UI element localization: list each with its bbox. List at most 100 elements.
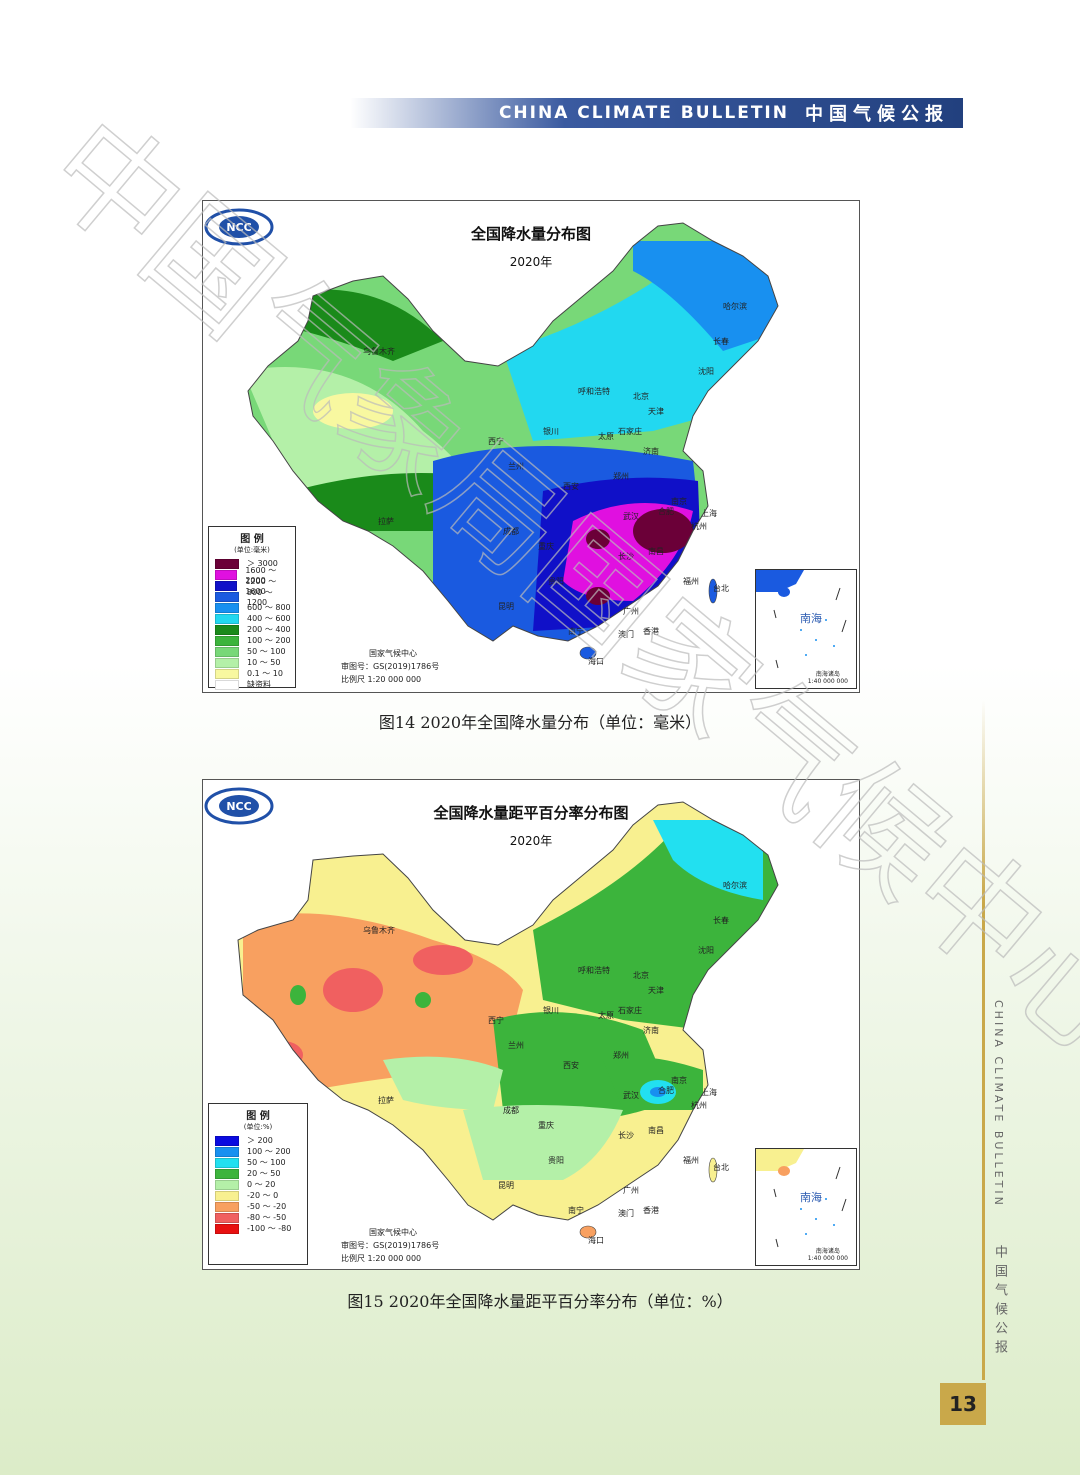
legend-item: ＞ 3000 (209, 558, 295, 569)
legend-label: -80 ～ -50 (247, 1213, 287, 1222)
city-label: 西宁 (488, 437, 504, 446)
city-label: 福州 (683, 1156, 699, 1165)
legend-swatch (215, 569, 238, 580)
legend-label: 20 ～ 50 (247, 1169, 281, 1178)
legend-swatch (215, 602, 239, 613)
city-label: 杭州 (691, 1101, 707, 1110)
city-label: 拉萨 (378, 517, 394, 526)
legend-item: 0.1 ～ 10 (209, 668, 295, 679)
legend-swatch (215, 624, 239, 635)
city-label: 南宁 (568, 627, 584, 636)
city-label: 西安 (563, 482, 579, 491)
inset-scale-value: 1:40 000 000 (807, 1255, 848, 1262)
legend-label: 200 ～ 400 (247, 625, 291, 634)
city-label: 武汉 (623, 1091, 639, 1100)
legend-swatch (215, 635, 239, 646)
city-label: 银川 (543, 1006, 559, 1015)
city-label: 北京 (633, 392, 649, 401)
city-label: 贵阳 (548, 577, 564, 586)
legend-swatch (215, 613, 239, 624)
legend-label: ＞ 200 (247, 1136, 273, 1145)
city-label: 贵阳 (548, 1156, 564, 1165)
legend-item: 600 ～ 800 (209, 602, 295, 613)
anomaly-map-year: 2020年 (509, 834, 553, 848)
precip-map-frame: NCC 全国降水量分布图 2020年 图 例 (单位:毫米) ＞ 3000 160… (202, 200, 860, 693)
legend-label: 0.1 ～ 10 (247, 669, 283, 678)
legend-swatch (215, 1168, 239, 1179)
city-label: 长沙 (618, 1131, 634, 1140)
precip-legend: 图 例 (单位:毫米) ＞ 3000 1600 ～ 2000 1200 ～ 1600… (208, 526, 296, 690)
city-label: 香港 (643, 1206, 659, 1215)
city-label: 澳门 (618, 1209, 634, 1218)
city-label: 广州 (623, 1186, 639, 1195)
city-label: 北京 (633, 971, 649, 980)
legend-swatch (215, 1179, 239, 1190)
city-label: 成都 (503, 527, 519, 536)
city-label: 重庆 (538, 542, 554, 551)
inset-label: 南海 (800, 612, 822, 625)
city-label: 沈阳 (698, 946, 714, 955)
city-label: 长沙 (618, 552, 634, 561)
city-label: 南昌 (648, 547, 664, 556)
city-label: 天津 (648, 407, 664, 416)
city-label: 上海 (701, 1088, 717, 1097)
city-label: 石家庄 (618, 427, 642, 436)
side-title-zh: 中国气候公报 (992, 1245, 1007, 1359)
inset-label: 南海 (800, 1191, 822, 1204)
anomaly-map-frame: NCC 全国降水量距平百分率分布图 2020年 图 例 (单位:%) ＞ 200… (202, 779, 860, 1270)
legend-swatch (215, 657, 239, 668)
city-label: 乌鲁木齐 (363, 926, 395, 935)
legend-item: 800 ～ 1200 (209, 588, 295, 607)
precip-map-caption: 图14 2020年全国降水量分布（单位：毫米） (378, 713, 702, 732)
legend-label: 50 ～ 100 (247, 1158, 286, 1167)
city-label: 长春 (713, 916, 729, 925)
city-label: 西宁 (488, 1016, 504, 1025)
credit-org: 国家气候中心 (369, 1228, 417, 1237)
city-label: 哈尔滨 (723, 881, 747, 890)
legend-item: 10 ～ 50 (209, 657, 295, 668)
precip-map-shape (247, 222, 779, 660)
city-label: 拉萨 (378, 1096, 394, 1105)
header-bar: CHINA CLIMATE BULLETIN 中国气候公报 (350, 98, 963, 128)
ncc-logo-icon: NCC (204, 208, 274, 246)
inset-scale: 南海诸岛 1:40 000 000 (808, 1248, 848, 1262)
legend-item: 50 ～ 100 (209, 1157, 307, 1168)
anomaly-credits: 国家气候中心 审图号：GS(2019)1786号 比例尺 1:20 000 00… (341, 1226, 439, 1265)
city-label: 台北 (713, 1163, 729, 1172)
legend-label: 100 ～ 200 (247, 636, 291, 645)
legend-item: 100 ～ 200 (209, 635, 295, 646)
credit-org: 国家气候中心 (369, 649, 417, 658)
legend-swatch (215, 591, 239, 602)
city-label: 成都 (503, 1106, 519, 1115)
legend-label: -100 ～ -80 (247, 1224, 292, 1233)
svg-text:NCC: NCC (226, 221, 251, 234)
legend-label: 400 ～ 600 (247, 614, 291, 623)
city-label: 太原 (598, 1011, 614, 1020)
legend-swatch (215, 580, 238, 591)
page-number: 13 (940, 1383, 986, 1425)
city-label: 南京 (671, 497, 687, 506)
city-label: 呼和浩特 (578, 387, 610, 396)
legend-item: 1600 ～ 2000 (209, 566, 295, 585)
city-label: 海口 (588, 657, 604, 666)
city-label: 郑州 (613, 1051, 629, 1060)
legend-item: -80 ～ -50 (209, 1212, 307, 1223)
city-label: 乌鲁木齐 (363, 347, 395, 356)
header-title-zh: 中国气候公报 (805, 104, 949, 125)
legend-swatch (215, 679, 239, 690)
legend-item: 200 ～ 400 (209, 624, 295, 635)
city-label: 南京 (671, 1076, 687, 1085)
legend-label: ＞ 3000 (247, 559, 278, 568)
legend-swatch (215, 1190, 239, 1201)
city-label: 昆明 (498, 602, 514, 611)
legend-label: -20 ～ 0 (247, 1191, 279, 1200)
south-china-sea-inset: 南海 南海诸岛 1:40 000 000 (755, 1148, 857, 1266)
city-label: 合肥 (658, 1086, 674, 1095)
legend-swatch (215, 558, 239, 569)
legend-swatch (215, 1201, 239, 1212)
legend-label: 1200 ～ 1600 (245, 576, 277, 596)
legend-item: 缺资料 (209, 679, 295, 690)
legend-item: -20 ～ 0 (209, 1190, 307, 1201)
legend-label: 1600 ～ 2000 (245, 565, 277, 585)
city-label: 郑州 (613, 472, 629, 481)
